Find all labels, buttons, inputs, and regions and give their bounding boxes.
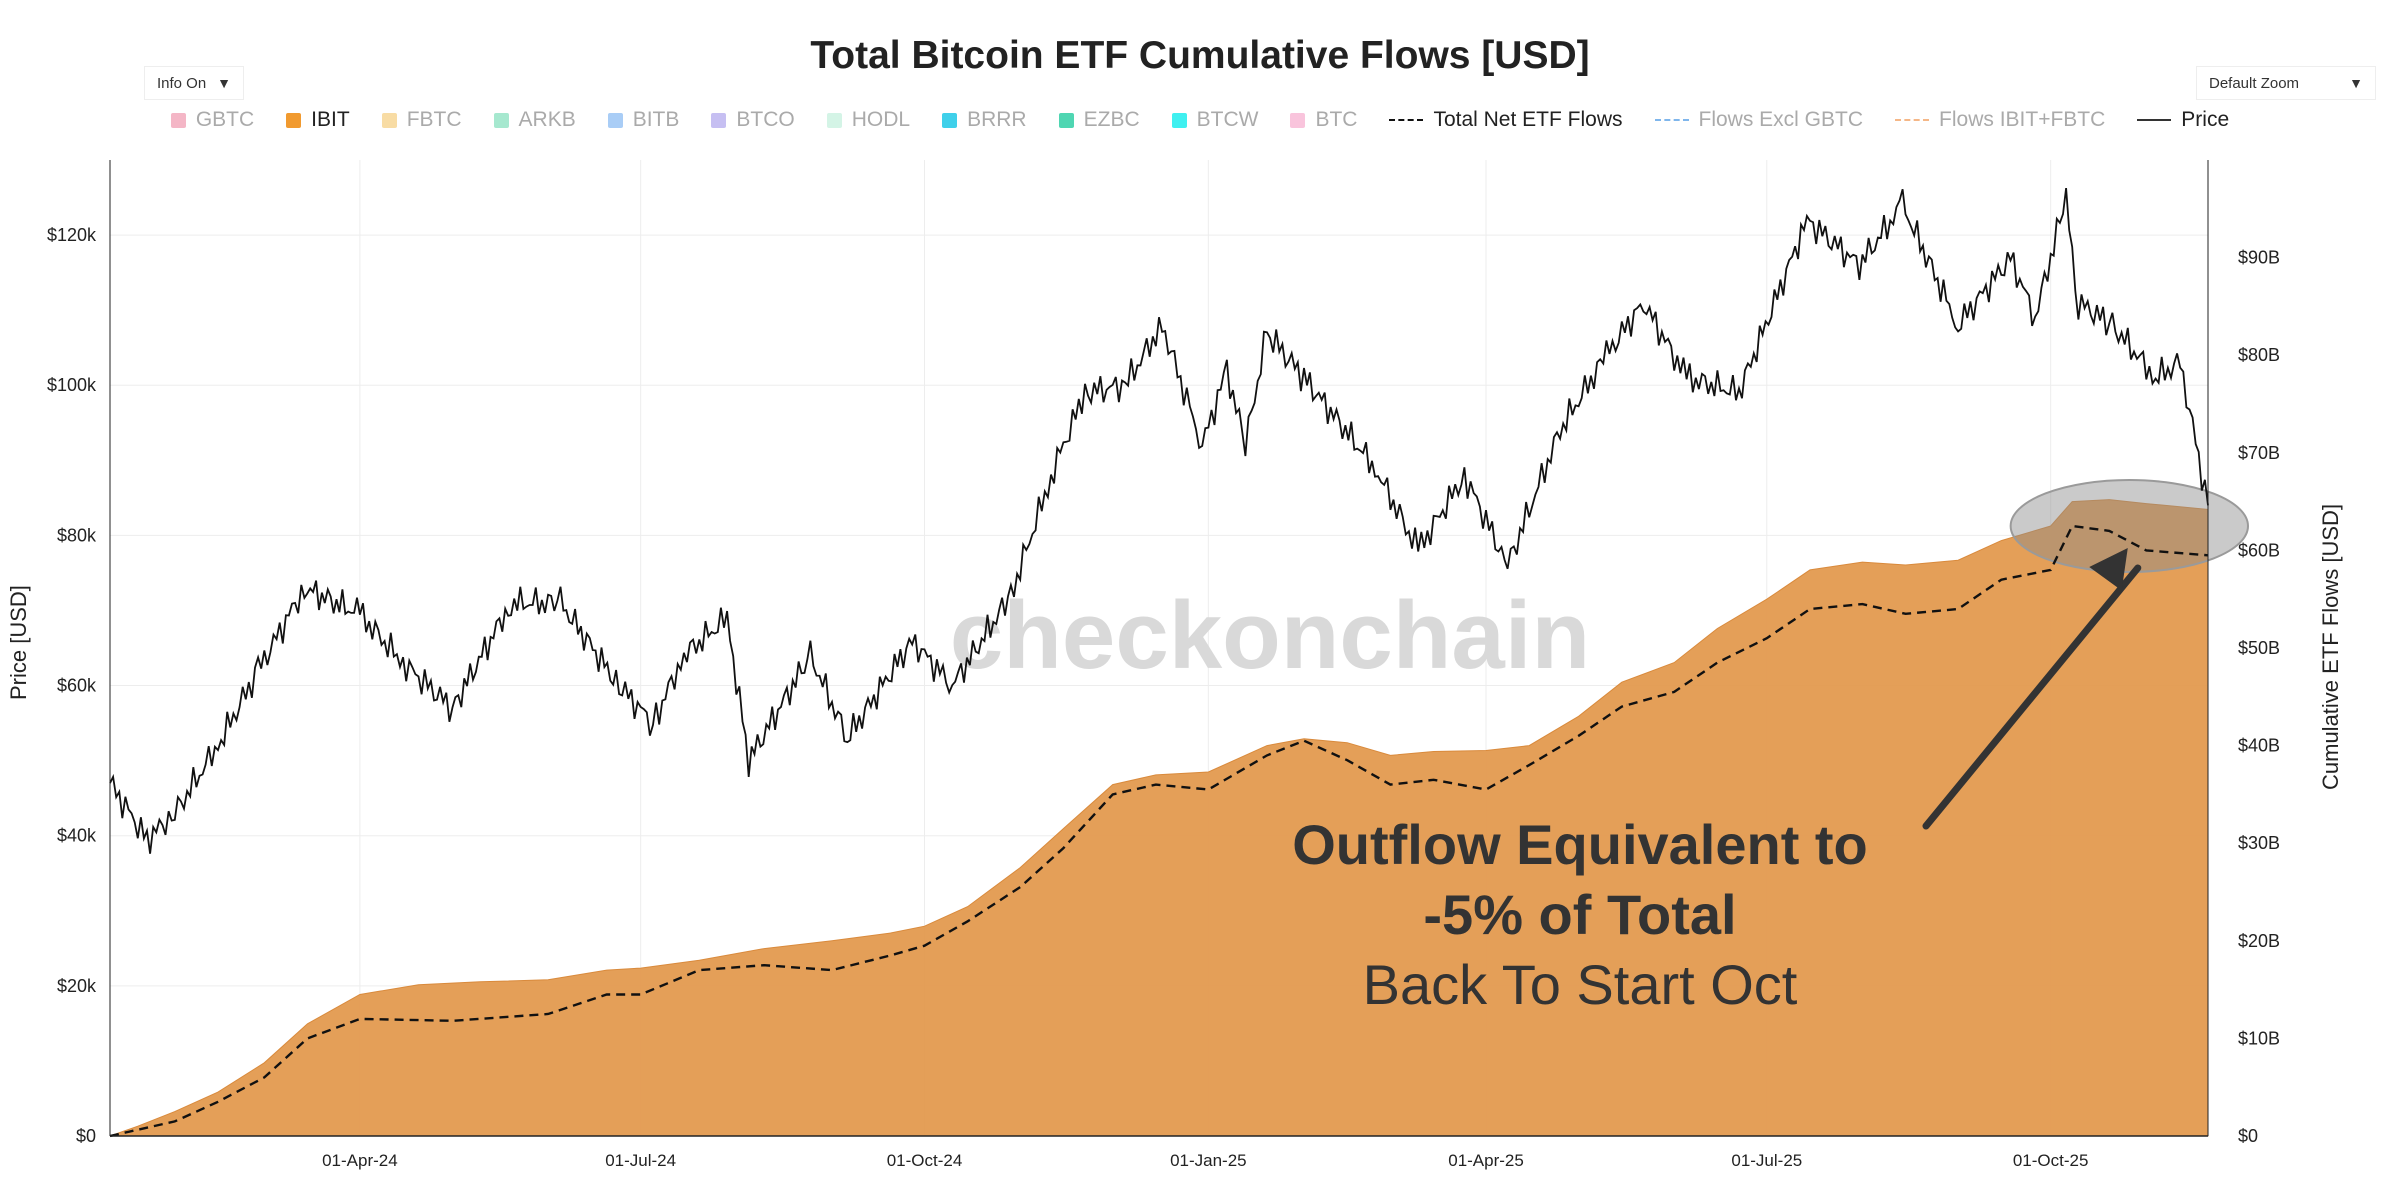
x-tick-label: 01-Jul-25	[1731, 1151, 1802, 1170]
watermark-text: checkonchain	[950, 582, 1590, 689]
legend-item-ibit[interactable]: IBIT	[286, 108, 350, 132]
legend-label: GBTC	[195, 108, 255, 131]
legend-label: BRRR	[967, 108, 1027, 131]
highlight-ellipse	[2009, 479, 2249, 573]
legend-marker-icon	[607, 112, 623, 128]
legend-marker-icon	[1389, 119, 1424, 121]
legend-label: HODL	[851, 108, 911, 131]
legend-marker-icon	[1895, 119, 1930, 121]
annotation-line3: Back To Start Oct	[1363, 953, 1798, 1016]
x-tick-label: 01-Jan-25	[1170, 1151, 1247, 1170]
legend-label: BTCO	[736, 108, 795, 131]
legend-label: BITB	[632, 108, 680, 131]
legend-item-arkb[interactable]: ARKB	[493, 108, 576, 132]
right-tick-label: $10B	[2238, 1028, 2280, 1048]
legend-item-bitb[interactable]: BITB	[607, 108, 680, 132]
x-tick-label: 01-Oct-25	[2013, 1151, 2089, 1170]
left-tick-label: $0	[76, 1126, 96, 1146]
left-tick-label: $40k	[57, 826, 97, 846]
x-tick-label: 01-Oct-24	[887, 1151, 963, 1170]
legend-item-hodl[interactable]: HODL	[826, 108, 911, 132]
left-tick-label: $60k	[57, 676, 97, 696]
info-toggle-label: Info On	[157, 74, 207, 92]
zoom-dropdown[interactable]: Default Zoom ▼	[2196, 66, 2376, 100]
left-tick-label: $120k	[47, 225, 97, 245]
legend-item-btcw[interactable]: BTCW	[1171, 108, 1259, 132]
right-tick-label: $30B	[2238, 833, 2280, 853]
legend-label: Flows Excl GBTC	[1698, 108, 1864, 131]
legend-item-gbtc[interactable]: GBTC	[170, 108, 255, 132]
chart-legend: GBTC IBIT FBTC ARKB BITB BTCO HODL BRRR EZBC BTCW…	[0, 108, 2400, 132]
price-line	[109, 187, 2209, 854]
legend-item-ezbc[interactable]: EZBC	[1058, 108, 1140, 132]
legend-marker-icon	[942, 112, 958, 128]
chevron-down-icon: ▼	[2349, 75, 2363, 91]
right-tick-label: $70B	[2238, 443, 2280, 463]
annotation-line1: Outflow Equivalent to	[1292, 813, 1868, 876]
right-tick-label: $60B	[2238, 540, 2280, 560]
legend-label: ARKB	[518, 108, 576, 131]
right-axis-title: Cumulative ETF Flows [USD]	[2318, 503, 2343, 790]
legend-item-total-net-etf-flows[interactable]: Total Net ETF Flows	[1389, 108, 1623, 132]
legend-item-price[interactable]: Price	[2137, 108, 2229, 132]
page-title: Total Bitcoin ETF Cumulative Flows [USD]	[810, 34, 1590, 77]
legend-label: BTC	[1315, 108, 1358, 131]
legend-label: IBIT	[311, 108, 350, 131]
right-tick-label: $80B	[2238, 345, 2280, 365]
info-toggle-dropdown[interactable]: Info On ▼	[144, 66, 244, 100]
legend-item-fbtc[interactable]: FBTC	[381, 108, 462, 132]
chevron-down-icon: ▼	[217, 75, 231, 91]
legend-item-btco[interactable]: BTCO	[711, 108, 795, 132]
legend-label: BTCW	[1196, 108, 1259, 131]
x-tick-label: 01-Apr-25	[1448, 1151, 1524, 1170]
annotation-arrow-head	[2089, 548, 2128, 591]
annotation-line2: -5% of Total	[1423, 883, 1736, 946]
legend-item-brrr[interactable]: BRRR	[942, 108, 1027, 132]
total-net-flows-line	[109, 524, 2209, 1138]
x-tick-label: 01-Apr-24	[322, 1151, 398, 1170]
legend-marker-icon	[826, 112, 842, 128]
annotation-arrow-shaft	[1922, 564, 2142, 830]
legend-marker-icon	[170, 112, 186, 128]
right-tick-label: $90B	[2238, 248, 2280, 268]
legend-label: Price	[2181, 108, 2230, 131]
legend-marker-icon	[1290, 112, 1306, 128]
legend-marker-icon	[2137, 119, 2172, 121]
legend-marker-icon	[711, 112, 727, 128]
ibit-area	[109, 499, 2209, 1137]
left-axis-title: Price [USD]	[6, 585, 31, 700]
right-tick-label: $50B	[2238, 638, 2280, 658]
legend-marker-icon	[1058, 112, 1074, 128]
legend-label: FBTC	[406, 108, 462, 131]
left-tick-label: $20k	[57, 976, 97, 996]
legend-marker-icon	[381, 112, 397, 128]
legend-item-btc[interactable]: BTC	[1290, 108, 1357, 132]
legend-label: Flows IBIT+FBTC	[1939, 108, 2106, 131]
left-tick-label: $80k	[57, 525, 97, 545]
zoom-label: Default Zoom	[2209, 74, 2300, 92]
right-tick-label: $20B	[2238, 931, 2280, 951]
legend-marker-icon	[493, 112, 509, 128]
legend-item-flows-excl-gbtc[interactable]: Flows Excl GBTC	[1654, 108, 1864, 132]
legend-label: EZBC	[1083, 108, 1140, 131]
right-tick-label: $40B	[2238, 736, 2280, 756]
legend-item-flows-ibit-fbtc[interactable]: Flows IBIT+FBTC	[1895, 108, 2105, 132]
legend-marker-icon	[286, 112, 302, 128]
x-tick-label: 01-Jul-24	[605, 1151, 676, 1170]
legend-marker-icon	[1654, 119, 1689, 121]
legend-marker-icon	[1171, 112, 1187, 128]
right-tick-label: $0	[2238, 1126, 2258, 1146]
legend-label: Total Net ETF Flows	[1433, 108, 1623, 131]
left-tick-label: $100k	[47, 375, 97, 395]
